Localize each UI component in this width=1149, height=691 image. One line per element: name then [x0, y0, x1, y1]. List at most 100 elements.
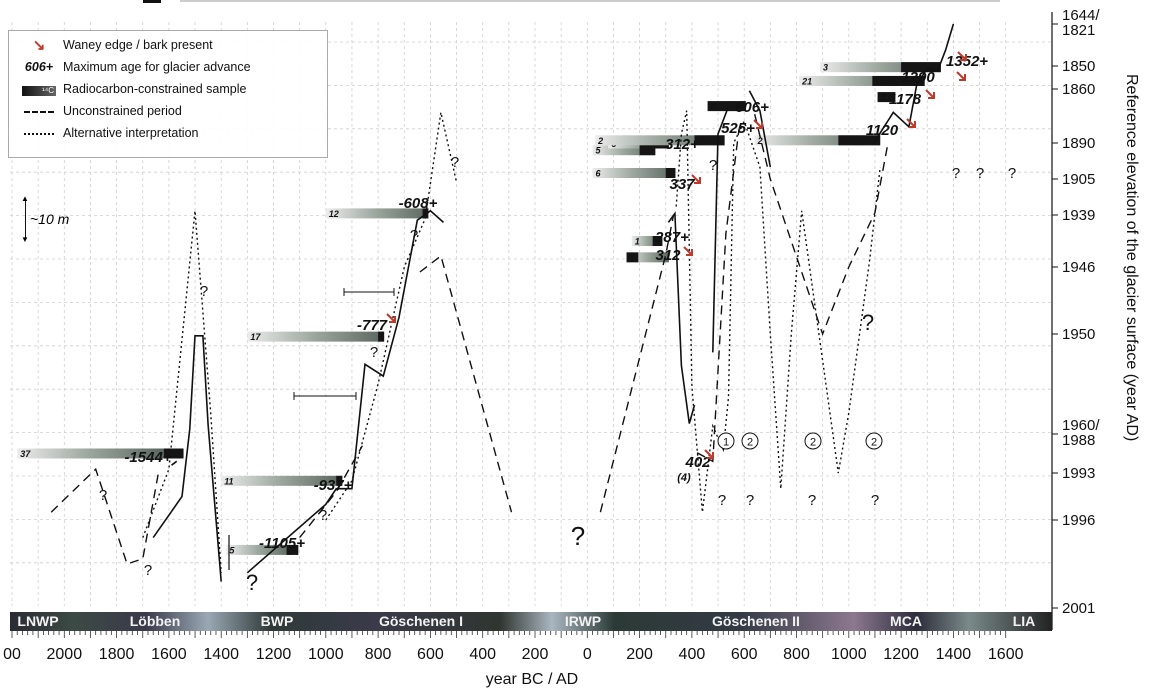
annotation-label: -937+ [314, 477, 353, 494]
circled-number-ring [717, 432, 735, 450]
period-label: Göschenen II [712, 613, 800, 629]
question-mark: ? [746, 492, 754, 509]
legend-row-waney: ↘ Waney edge / bark present [9, 36, 213, 54]
period-label: LIA [1013, 613, 1036, 629]
x-axis-label: year BC / AD [486, 671, 578, 688]
sample-bar [221, 475, 343, 486]
annotation-label: 1352+ [946, 53, 988, 70]
legend-label-dot: Alternative interpretation [63, 126, 199, 140]
legend-label-dash: Unconstrained period [63, 104, 182, 118]
period-label: MCA [890, 613, 922, 629]
sample-number: 2 [710, 102, 716, 112]
sample-bar [226, 544, 292, 555]
question-mark: ? [709, 157, 717, 174]
sample-number: 21 [801, 76, 812, 86]
x-tick-label: 0 [583, 646, 592, 663]
sample-bar-dark [901, 62, 941, 73]
x-tick-label: 800 [783, 646, 810, 663]
circled-number: 2 [871, 437, 877, 449]
series-line-solid [171, 460, 178, 466]
question-mark: ? [571, 521, 585, 551]
sample-number: 1 [630, 253, 635, 263]
x-tick-label: 600 [731, 646, 758, 663]
annotation-label: -1105+ [259, 535, 305, 552]
y-tick-label: 1950 [1062, 326, 1095, 343]
legend-row-maxage: 606+ Maximum age for glacier advance [9, 58, 251, 76]
y-tick-label: 1993 [1062, 465, 1095, 482]
x-tick-label: 2000 [47, 646, 83, 663]
annotation-label: 287+ [654, 229, 689, 246]
question-mark: ? [952, 165, 960, 182]
sample-bar [17, 448, 164, 459]
legend: ↘ Waney edge / bark present 606+ Maximum… [8, 30, 328, 158]
scale-label: ~10 m [30, 211, 70, 227]
question-mark: ? [1008, 165, 1016, 182]
sample-number: 2 [597, 136, 603, 146]
sample-bar-dark [652, 236, 663, 246]
period-label: LNWP [17, 613, 58, 629]
series-line-solid [246, 209, 445, 574]
sample-bar [592, 145, 656, 156]
legend-label-c14: Radiocarbon-constrained sample [63, 82, 247, 96]
series-line-dashed [299, 445, 364, 539]
sample-number: 17 [250, 332, 261, 342]
series-line-dashed [696, 126, 745, 463]
x-tick-label: 1000 [831, 646, 867, 663]
question-mark: ? [410, 227, 418, 244]
x-tick-label: 800 [365, 646, 392, 663]
y-axis-label: Reference elevation of the glacier surfa… [1123, 74, 1140, 441]
scale-down-arrow-icon: ▼ [21, 235, 29, 244]
x-tick-label: 200 [626, 646, 653, 663]
scale-bar: ▲ ▼ ~10 m [20, 195, 100, 244]
y-tick-label: 2001 [1062, 600, 1095, 617]
legend-row-dash: Unconstrained period [9, 102, 182, 120]
series-line-dotted [142, 210, 222, 573]
annotation-label: 402 [684, 454, 711, 471]
question-mark: ? [144, 562, 152, 579]
dashed-line-icon [24, 110, 54, 113]
x-tick-label: 00 [3, 646, 21, 663]
sample-bar-dark [378, 331, 385, 342]
sample-number: 6 [596, 169, 602, 179]
series-line-dashed [599, 214, 675, 513]
legend-maxage-symbol: 606+ [24, 60, 54, 74]
waney-arrow-icon [691, 174, 701, 184]
circled-number-ring [804, 432, 822, 450]
sample-bar [631, 236, 663, 246]
annotation-label: (4) [677, 472, 691, 484]
period-label: Göschenen I [379, 613, 463, 629]
sample-bar [247, 331, 385, 342]
series-line-solid [667, 211, 696, 424]
y-tick-label: 1850 [1062, 58, 1095, 75]
question-mark: ? [319, 507, 327, 524]
sample-number: 3 [823, 63, 828, 73]
sample-bar [820, 62, 941, 73]
period-band [10, 612, 1052, 631]
annotation-label: 337 [669, 176, 695, 193]
series-line-dotted [675, 110, 881, 513]
sample-bar-dark [872, 75, 925, 86]
sample-bar-dark [838, 135, 881, 146]
y-tick-label: 1860 [1062, 81, 1095, 98]
question-mark: ? [451, 154, 459, 171]
x-tick-label: 1400 [203, 646, 239, 663]
legend-label-maxage: Maximum age for glacier advance [63, 60, 251, 74]
sample-bar-dark [639, 145, 656, 156]
annotation-label: 312+ [665, 136, 699, 153]
waney-arrow-icon [906, 118, 916, 128]
question-mark: ? [718, 492, 726, 509]
series-line-solid [748, 90, 772, 168]
waney-arrow-icon [753, 119, 763, 129]
y-tick-label: 1644/1821 [1062, 7, 1100, 39]
question-mark: ? [200, 283, 208, 300]
sample-number: 1 [635, 237, 640, 247]
sample-bar [626, 252, 669, 263]
series-line-solid [152, 334, 222, 582]
sample-bar [754, 135, 881, 146]
waney-arrow-icon [956, 71, 966, 81]
waney-arrow-icon [925, 89, 935, 99]
c14-swatch-icon: ¹⁴C [22, 86, 56, 96]
x-tick-label: 1200 [883, 646, 919, 663]
question-mark: ? [808, 492, 816, 509]
dotted-line-icon [24, 132, 54, 135]
